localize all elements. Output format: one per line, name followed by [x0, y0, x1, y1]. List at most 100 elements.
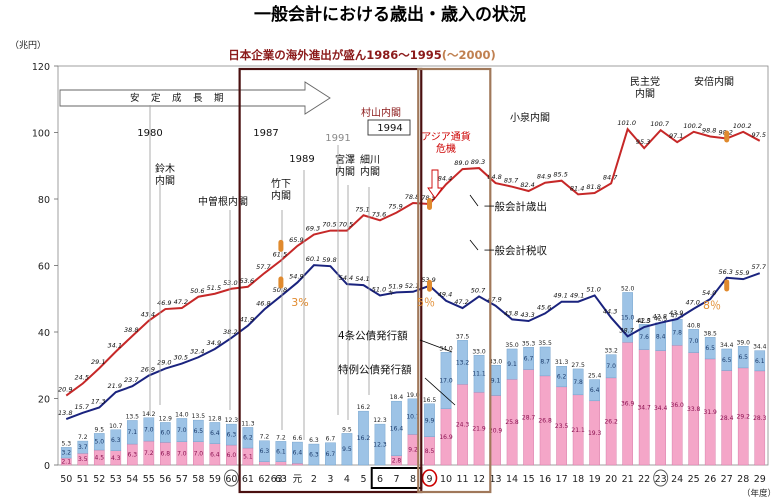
tax-3-label: 3%	[291, 296, 308, 309]
bar-blue-label: 7.8	[573, 379, 583, 386]
tax-line-label: 60.1	[306, 255, 320, 263]
bar-total-label: 7.2	[260, 434, 270, 441]
bar-pink-label: 28.7	[522, 414, 536, 421]
bar-construction-bond	[622, 292, 633, 343]
bar-total-label: 34.4	[720, 342, 734, 349]
bar-construction-bond	[572, 368, 584, 396]
x-tick-circle	[223, 469, 239, 487]
bar-construction-bond	[226, 423, 237, 446]
bar-blue-label: 7.0	[144, 426, 154, 433]
spending-line-label: 51.5	[207, 284, 221, 292]
bar-blue-label: 6.3	[111, 437, 121, 444]
tax-line-label: 49.1	[553, 292, 567, 300]
bar-pink-label: 31.9	[704, 409, 718, 416]
bar-construction-bond	[589, 379, 600, 402]
spending-line-label: 38.8	[124, 326, 138, 334]
bar-total-label: 12.9	[159, 415, 173, 422]
bar-construction-bond	[688, 329, 700, 353]
bar-construction-bond	[193, 419, 204, 442]
bar-blue-label: 6.4	[210, 430, 220, 437]
spending-line-label: 46.9	[157, 299, 171, 307]
x-tick-label: 63	[275, 474, 287, 485]
tax-rate-marker	[427, 279, 433, 292]
x-tick-circle	[421, 469, 438, 487]
period-box-brown	[417, 67, 492, 494]
tax-line-label: 51.0	[586, 285, 600, 293]
tax-line-label: 34.9	[207, 339, 221, 347]
bar-pink-label: 16.9	[439, 434, 453, 441]
bar-total-label: 42.3	[637, 317, 651, 324]
tax-line-label: 50.8	[273, 286, 287, 294]
x-tick-label: 24	[671, 474, 683, 485]
era-label: 内閣	[360, 165, 380, 178]
x-tick-label: 20	[605, 474, 617, 485]
tax-rate-marker	[278, 276, 284, 289]
spending-line-label: 78.5	[421, 194, 435, 202]
bar-construction-bond	[160, 422, 171, 443]
spending-line-label: 61.5	[273, 251, 287, 259]
bar-construction-bond	[506, 348, 518, 380]
bar-pink-label: 36.9	[621, 401, 635, 408]
bar-total-label: 6.6	[293, 435, 303, 442]
bond-special-pointer	[424, 377, 456, 406]
bar-pink-label: 7.0	[194, 450, 204, 457]
tax-line-label: 21.9	[108, 382, 122, 390]
bar-total-label: 47.5	[671, 312, 685, 319]
tax-line-label: 47.0	[685, 299, 699, 307]
tax-line-label: 29.0	[157, 359, 171, 367]
bar-pink-label: 4.3	[111, 455, 121, 462]
bar-construction-bond	[308, 443, 320, 466]
x-tick-label: 6	[377, 474, 383, 485]
bar-blue-label: 8.4	[656, 334, 666, 341]
tax-rate-marker	[278, 239, 284, 252]
y-tick-label: 0	[44, 461, 50, 472]
era-label: 民主党	[630, 75, 660, 88]
bond4-annotation: 4条公債発行額	[338, 329, 408, 342]
bar-total-label: 27.5	[571, 362, 585, 369]
bar-total-label: 10.7	[109, 423, 123, 430]
bar-construction-bond	[93, 433, 105, 451]
bar-total-label: 38.5	[704, 330, 718, 337]
era-label: 中曽根内閣	[198, 195, 248, 208]
x-tick-label: 4	[344, 474, 350, 485]
bar-blue-label: 9.9	[425, 417, 435, 424]
tax-line-label: 13.8	[58, 409, 72, 417]
era-label: 1987	[253, 128, 278, 139]
bar-construction-bond	[721, 348, 733, 371]
tax-line-label: 49.1	[570, 292, 584, 300]
x-tick-label: 10	[440, 474, 452, 485]
era-label: 内閣	[635, 87, 655, 100]
bar-special-bond	[259, 461, 270, 466]
bar-pink-label: 28.3	[753, 415, 767, 422]
bar-construction-bond	[473, 355, 485, 393]
spending-line-label: 75.9	[388, 203, 402, 211]
tax-8-label: 8％	[703, 299, 721, 312]
bar-pink-label: 6.3	[128, 452, 138, 459]
bar-blue-label: 6.2	[243, 435, 253, 442]
bar-blue-label: 6.5	[194, 428, 204, 435]
tax-line	[65, 264, 761, 421]
spending-pointer	[469, 194, 479, 207]
bar-construction-bond	[605, 354, 617, 379]
bar-total-label: 9.5	[342, 426, 352, 433]
bar-blue-label: 12.3	[373, 442, 387, 449]
bar-construction-bond	[374, 423, 386, 466]
spending-line-label: 97.5	[752, 131, 766, 139]
bar-construction-bond	[209, 422, 221, 444]
bar-blue-label: 6.1	[755, 358, 765, 365]
x-tick-label: 55	[143, 474, 155, 485]
bar-construction-bond	[358, 410, 369, 466]
bar-total-label: 39.0	[737, 339, 751, 346]
spending-line-label: 69.3	[306, 225, 320, 233]
x-tick-label: 62	[258, 474, 270, 485]
bar-total-label: 12.8	[208, 415, 222, 422]
tax-line-label: 15.7	[75, 403, 90, 411]
x-tick-label: 22	[638, 474, 650, 485]
spending-line-label: 85.5	[553, 171, 567, 179]
x-tick-label: 54	[126, 474, 138, 485]
y-tick-label: 100	[32, 129, 50, 140]
bar-blue-label: 6.0	[161, 429, 171, 436]
bar-construction-bond	[126, 420, 138, 445]
tax-line-label: 23.7	[124, 376, 139, 384]
